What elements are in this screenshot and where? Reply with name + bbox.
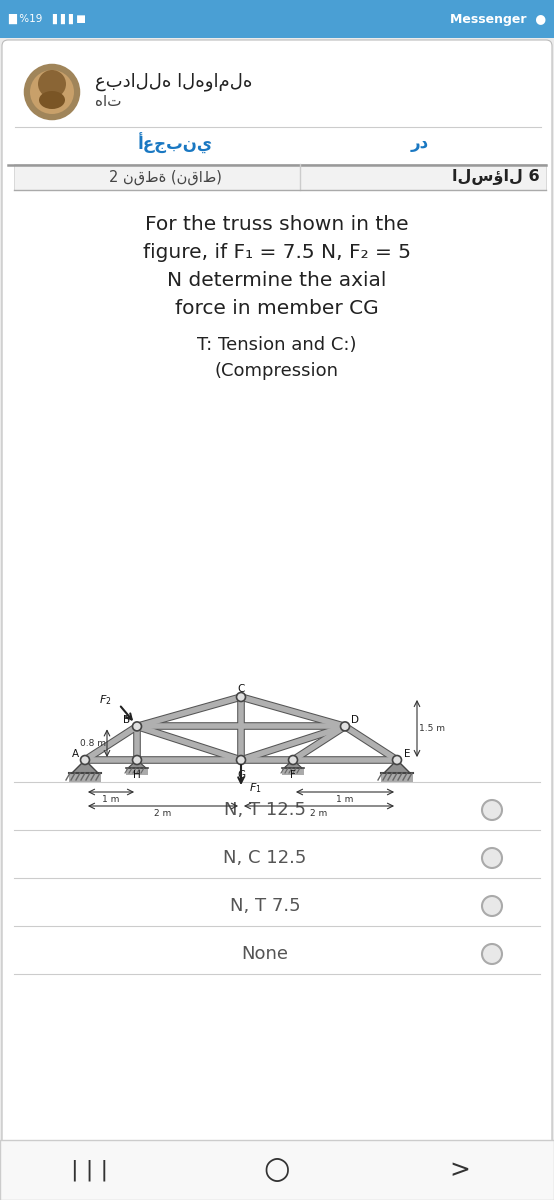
- Text: (Compression: (Compression: [215, 362, 339, 380]
- Text: F: F: [290, 770, 296, 780]
- Text: H: H: [133, 770, 141, 780]
- Text: $F_1$: $F_1$: [249, 781, 261, 794]
- Text: N, T 7.5: N, T 7.5: [230, 898, 300, 914]
- Circle shape: [237, 756, 245, 764]
- Text: 2 m: 2 m: [310, 810, 327, 818]
- Bar: [381, 773, 413, 782]
- Circle shape: [30, 70, 74, 114]
- Circle shape: [237, 692, 245, 702]
- Circle shape: [80, 756, 90, 764]
- Text: عبدالله الهوامله: عبدالله الهوامله: [95, 73, 253, 91]
- Bar: [14, 164, 546, 190]
- Text: G: G: [237, 770, 245, 780]
- Text: N, C 12.5: N, C 12.5: [223, 850, 307, 866]
- Text: 0.8 m: 0.8 m: [80, 739, 106, 748]
- Text: 1 m: 1 m: [336, 796, 353, 804]
- Circle shape: [482, 944, 502, 964]
- Circle shape: [341, 722, 350, 731]
- Bar: [0, 0, 554, 38]
- Text: >: >: [449, 1158, 470, 1182]
- Text: $F_2$: $F_2$: [99, 694, 111, 707]
- Text: هات: هات: [95, 95, 121, 109]
- Text: 2 نقطة (نقاط): 2 نقطة (نقاط): [109, 169, 222, 185]
- Text: force in member CG: force in member CG: [175, 300, 379, 318]
- Circle shape: [392, 756, 402, 764]
- Text: For the truss shown in the: For the truss shown in the: [145, 216, 409, 234]
- Ellipse shape: [39, 91, 65, 109]
- FancyBboxPatch shape: [2, 40, 552, 1148]
- Polygon shape: [128, 760, 146, 768]
- Text: N, T 12.5: N, T 12.5: [224, 802, 306, 818]
- Text: رد: رد: [411, 134, 429, 152]
- Text: السؤال 6: السؤال 6: [453, 169, 540, 185]
- Circle shape: [482, 896, 502, 916]
- Text: 2 m: 2 m: [155, 810, 172, 818]
- Polygon shape: [72, 760, 98, 773]
- Text: C: C: [237, 684, 245, 694]
- Text: T: Tension and C:): T: Tension and C:): [197, 336, 357, 354]
- Text: 1.5 m: 1.5 m: [419, 724, 445, 733]
- Text: █ %19  ▐▐▐ ■: █ %19 ▐▐▐ ■: [8, 14, 86, 24]
- Circle shape: [289, 756, 297, 764]
- Text: E: E: [404, 749, 411, 758]
- Circle shape: [22, 62, 82, 122]
- Text: None: None: [242, 946, 289, 962]
- Text: D: D: [351, 715, 359, 725]
- Text: N determine the axial: N determine the axial: [167, 271, 387, 290]
- Text: أعجبني: أعجبني: [137, 132, 213, 154]
- Text: figure, if F₁ = 7.5 N, F₂ = 5: figure, if F₁ = 7.5 N, F₂ = 5: [143, 244, 411, 263]
- Bar: [0, 1140, 554, 1200]
- Circle shape: [38, 70, 66, 98]
- Text: 1 m: 1 m: [102, 796, 120, 804]
- Text: Messenger  ●: Messenger ●: [450, 12, 546, 25]
- Text: | | |: | | |: [71, 1159, 109, 1181]
- Text: ○: ○: [264, 1156, 290, 1184]
- Polygon shape: [284, 760, 302, 768]
- Circle shape: [482, 800, 502, 820]
- Bar: [69, 773, 101, 782]
- Circle shape: [482, 848, 502, 868]
- Polygon shape: [384, 760, 410, 773]
- Text: A: A: [71, 749, 79, 758]
- Bar: [126, 768, 148, 775]
- Circle shape: [132, 756, 141, 764]
- Bar: [282, 768, 304, 775]
- Circle shape: [132, 722, 141, 731]
- Text: B: B: [124, 715, 131, 725]
